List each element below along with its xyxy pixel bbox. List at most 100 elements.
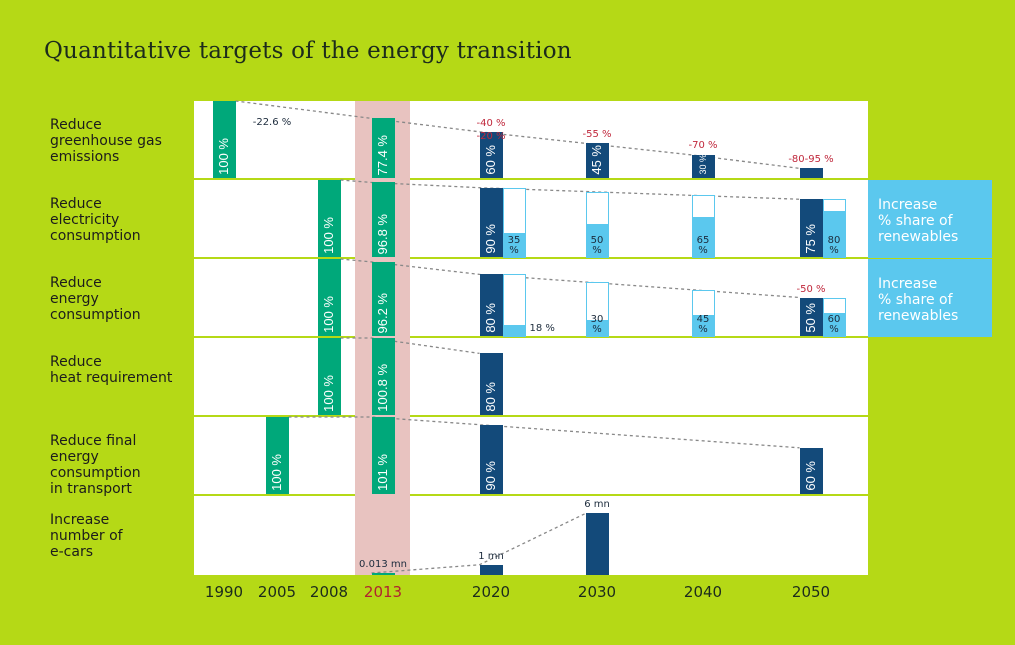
bar-2020 <box>479 564 503 575</box>
change-label: -40 % <box>476 117 506 129</box>
bar-value-label: 77.4 % <box>375 134 390 175</box>
bar-2013: 101 % <box>371 417 395 494</box>
bar-2013: 100.8 % <box>371 338 395 415</box>
bar-2020: 90 % <box>479 424 503 494</box>
year-label-2030: 2030 <box>577 583 617 601</box>
change-label: -20 % <box>476 131 506 143</box>
bar-value-label: 60 % <box>803 461 818 491</box>
row-label: Reduce electricity consumption <box>50 196 141 244</box>
renewables-share-label: 18 % <box>529 323 555 334</box>
renewables-share-2030: 30 % <box>585 314 609 336</box>
bar-value-label: 100 % <box>216 138 231 175</box>
bar-value-label: 30 % <box>698 154 708 175</box>
change-label: -55 % <box>582 129 612 141</box>
bar-2008: 100 % <box>317 180 341 257</box>
year-label-2005: 2005 <box>257 583 297 601</box>
bar-2050: 60 % <box>799 447 823 494</box>
bar-value-label: 96.2 % <box>375 292 390 333</box>
trend-line <box>340 179 800 200</box>
bar-value-label: 100 % <box>269 454 284 491</box>
year-label-2040: 2040 <box>683 583 723 601</box>
renewables-share-2050: 80 % <box>822 210 846 257</box>
bar-2030 <box>585 513 609 575</box>
bar-value-label: 100 % <box>321 296 336 333</box>
row-background <box>194 338 868 415</box>
chart-title: Quantitative targets of the energy trans… <box>44 38 572 64</box>
bar-1990: 100 % <box>212 101 236 178</box>
renewables-share-2020 <box>502 324 526 336</box>
bar-2013: 96.2 % <box>371 261 395 336</box>
row-label: Reduce heat requirement <box>50 354 173 386</box>
year-label-2013: 2013 <box>363 583 403 601</box>
bar-value-label: 96.8 % <box>375 213 390 254</box>
bar-value-label: 101 % <box>375 454 390 491</box>
year-label-2008: 2008 <box>309 583 349 601</box>
renewables-share-label: 45 % <box>696 313 710 335</box>
trend-line <box>288 416 800 449</box>
bar-2020: 80 % <box>479 274 503 336</box>
renewables-share-2030: 50 % <box>585 224 609 257</box>
renewables-share-label: 80 % <box>827 234 841 256</box>
bar-2008: 100 % <box>317 259 341 336</box>
row-background <box>194 417 868 494</box>
bar-value-label: 1 mn <box>478 550 504 562</box>
year-label-1990: 1990 <box>204 583 244 601</box>
renewables-box: Increase % share of renewables <box>868 259 992 337</box>
row-label: Reduce final energy consumption in trans… <box>50 433 141 497</box>
row-background <box>194 101 868 178</box>
bar-2050 <box>799 168 823 178</box>
bar-value-label: 6 mn <box>584 499 610 511</box>
row-background <box>194 180 868 257</box>
bar-2020: 90 % <box>479 187 503 257</box>
bar-value-label: 75 % <box>803 224 818 254</box>
row-background <box>194 259 868 336</box>
bar-value-label: 100.8 % <box>375 364 390 412</box>
bar-value-label: 80 % <box>483 303 498 333</box>
row-label: Reduce energy consumption <box>50 275 141 323</box>
bar-2030: 45 % <box>585 143 609 178</box>
row-label: Reduce greenhouse gas emissions <box>50 117 162 165</box>
bar-value-label: 100 % <box>321 217 336 254</box>
bar-2013: 96.8 % <box>371 182 395 257</box>
trend-line <box>340 337 480 355</box>
row-background <box>194 496 868 575</box>
renewables-box: Increase % share of renewables <box>868 180 992 258</box>
renewables-share-label: 60 % <box>827 313 841 335</box>
bar-value-label: 90 % <box>483 224 498 254</box>
renewables-share-2040: 65 % <box>691 216 715 257</box>
year-label-2020: 2020 <box>471 583 511 601</box>
bar-2008: 100 % <box>317 338 341 415</box>
renewables-share-label: 50 % <box>590 234 604 256</box>
trend-line <box>235 100 800 170</box>
renewables-target-outline-2020 <box>502 274 526 337</box>
bar-2020: 80 % <box>479 353 503 415</box>
row-label: Increase number of e-cars <box>50 512 123 560</box>
renewables-share-label: 35 % <box>507 234 521 256</box>
bar-2050: 50 % <box>799 297 823 336</box>
renewables-share-2020: 35 % <box>502 232 526 257</box>
bar-2050: 75 % <box>799 199 823 257</box>
bar-2013 <box>371 573 395 575</box>
change-label: -50 % <box>796 283 826 295</box>
change-label: -80-95 % <box>788 154 834 166</box>
bar-value-label: 50 % <box>803 303 818 333</box>
trend-line <box>340 258 800 299</box>
bar-value-label: 100 % <box>321 375 336 412</box>
bar-2020: 60 % <box>479 131 503 178</box>
bar-value-label: 45 % <box>589 145 604 175</box>
year-label-2050: 2050 <box>791 583 831 601</box>
bar-value-label: 80 % <box>483 382 498 412</box>
renewables-share-label: 30 % <box>590 313 604 335</box>
bar-2040: 30 % <box>691 154 715 178</box>
change-label: -22.6 % <box>252 117 292 128</box>
bar-value-label: 0.013 mn <box>359 559 407 570</box>
bar-2013: 77.4 % <box>371 118 395 178</box>
bar-value-label: 60 % <box>483 145 498 175</box>
bar-2005: 100 % <box>265 417 289 494</box>
renewables-share-label: 65 % <box>696 234 710 256</box>
change-label: -70 % <box>688 140 718 152</box>
renewables-share-2040: 45 % <box>691 313 715 336</box>
renewables-share-2050: 60 % <box>822 312 846 336</box>
bar-value-label: 90 % <box>483 461 498 491</box>
